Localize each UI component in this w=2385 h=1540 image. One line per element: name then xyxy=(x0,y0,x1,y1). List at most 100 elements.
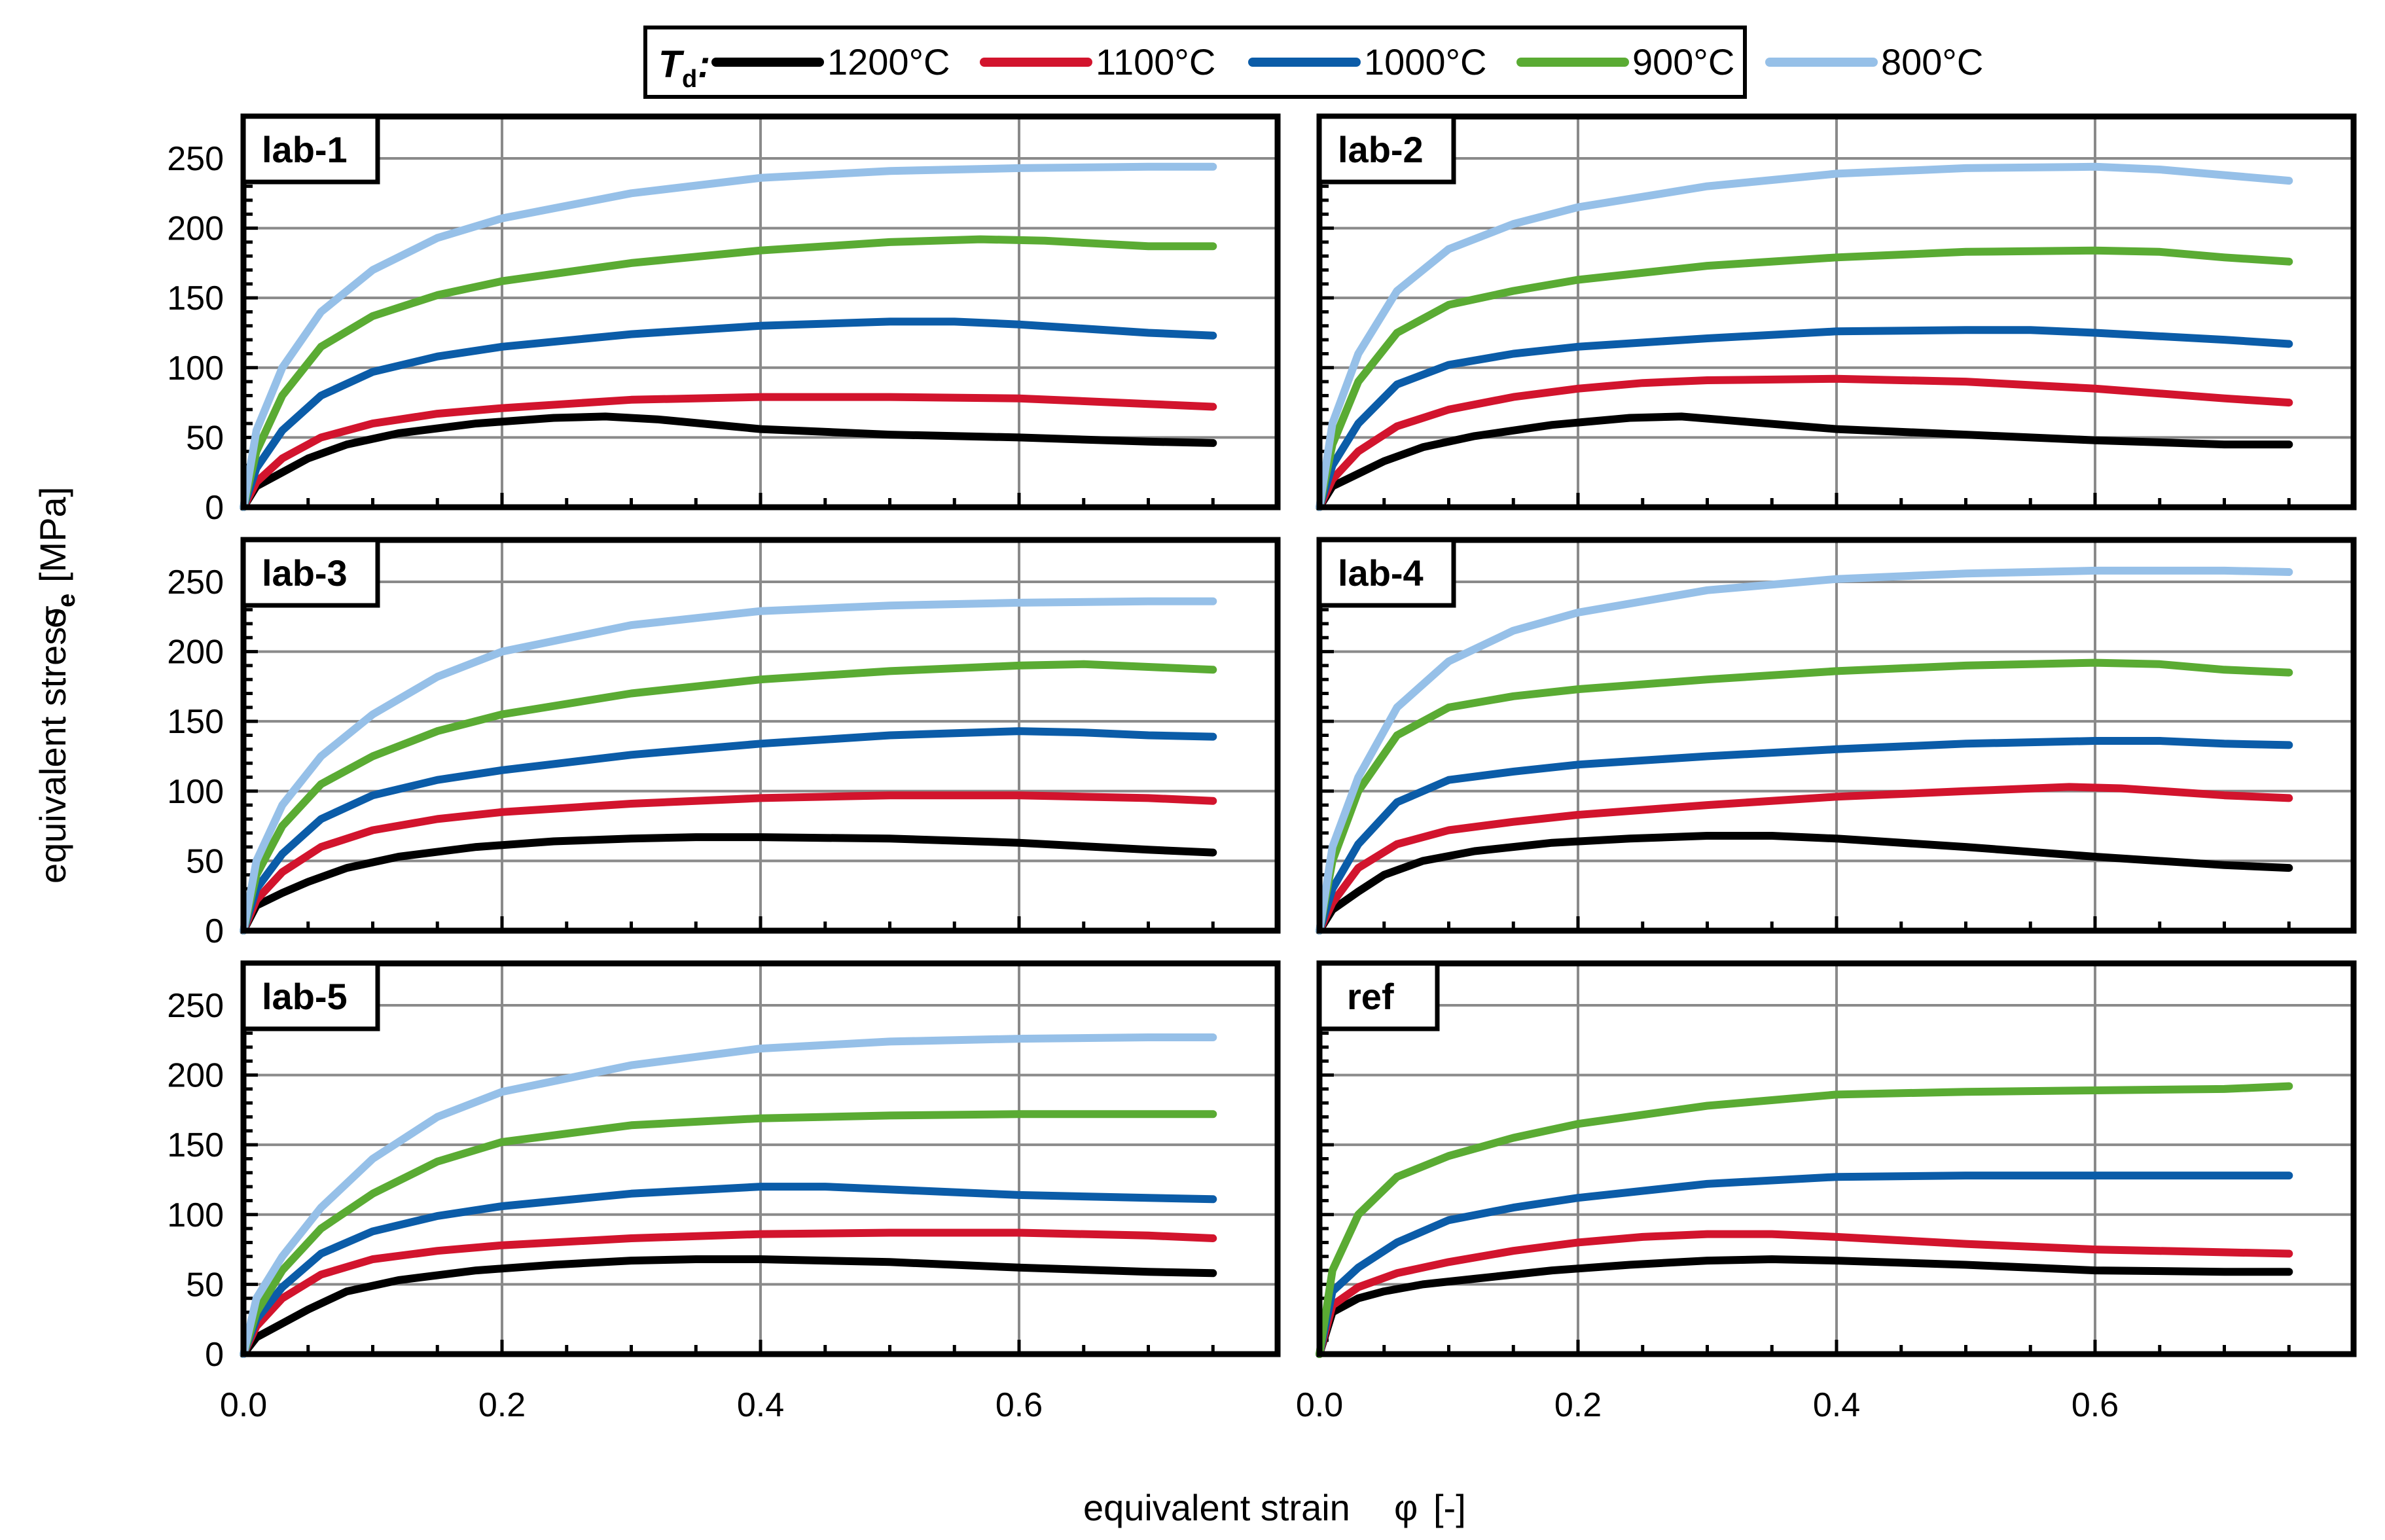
x-axis-title-unit: [-] xyxy=(1433,1487,1466,1528)
series-lab-3-900C xyxy=(240,660,1217,935)
y-tick-label: 100 xyxy=(167,1196,224,1234)
y-tick-label: 100 xyxy=(167,773,224,811)
panel-frame xyxy=(240,537,1281,934)
panel-lab-3: lab-3 0 50 100 150 200 250 xyxy=(167,537,1281,950)
series-lab-4-800C xyxy=(1316,566,2293,935)
legend-title-suffix: : xyxy=(698,43,710,86)
series-lab-5-900C xyxy=(240,1110,1217,1358)
y-tick-label: 100 xyxy=(167,349,224,387)
y-tick-label: 150 xyxy=(167,279,224,317)
panel-label: lab-3 xyxy=(262,552,348,594)
y-tick-label: 150 xyxy=(167,703,224,741)
panel-label-box xyxy=(241,961,380,1031)
series-lab-1-1100C xyxy=(240,393,1217,511)
legend-label-4: 800°C xyxy=(1881,41,1983,82)
y-tick-label: 0 xyxy=(205,912,224,950)
series-ref-1000C xyxy=(1316,1172,2293,1358)
series-lab-5-800C xyxy=(240,1033,1217,1358)
series-lab-1-1200C xyxy=(240,412,1217,511)
panel-ref: ref 0.0 0.2 0.4 0.6 xyxy=(1296,960,2357,1424)
y-tick-label: 200 xyxy=(167,1057,224,1095)
x-tick-label: 0.2 xyxy=(478,1386,526,1424)
x-tick-label: 0.0 xyxy=(220,1386,267,1424)
panel-label: lab-4 xyxy=(1338,552,1424,594)
x-tick-label: 0.2 xyxy=(1554,1386,1602,1424)
panel-frame xyxy=(1316,113,2357,510)
panel-label-box xyxy=(1317,537,1456,608)
x-tick-label: 0.6 xyxy=(2071,1386,2119,1424)
x-tick-label: 0.4 xyxy=(737,1386,784,1424)
series-lab-2-800C xyxy=(1316,162,2293,511)
y-tick-label: 200 xyxy=(167,634,224,672)
x-tick-label: 0.0 xyxy=(1296,1386,1343,1424)
y-axis-title-unit: [MPa] xyxy=(32,487,73,582)
legend-label-2: 1000°C xyxy=(1364,41,1486,82)
panel-lab-5: lab-5 0 50 100 150 200 250 0.0 0.2 0.4 0.6 xyxy=(167,960,1281,1424)
panel-frame xyxy=(240,113,1281,510)
y-tick-label: 250 xyxy=(167,987,224,1025)
series-ref-900C xyxy=(1316,1082,2293,1358)
legend-label-1: 1100°C xyxy=(1096,41,1215,82)
y-axis-title: equivalent stress σ e [MPa] xyxy=(32,487,81,884)
panel-frame xyxy=(240,960,1281,1357)
x-axis-title-symbol: φ xyxy=(1394,1487,1418,1528)
y-tick-label: 250 xyxy=(167,140,224,178)
series-lab-1-800C xyxy=(240,162,1217,511)
y-axis-title-subscript: e xyxy=(53,594,81,607)
panel-frame xyxy=(1316,537,2357,934)
y-tick-label: 50 xyxy=(186,419,224,457)
series-lab-5-1200C xyxy=(240,1255,1217,1358)
series-lab-3-1200C xyxy=(240,833,1217,935)
panel-label-box xyxy=(1317,114,1456,185)
series-lab-2-900C xyxy=(1316,246,2293,511)
y-tick-label: 50 xyxy=(186,1266,224,1304)
y-tick-label: 250 xyxy=(167,564,224,601)
x-axis-title: equivalent strain φ [-] xyxy=(1083,1487,1466,1528)
series-lab-3-1000C xyxy=(240,727,1217,935)
series-lab-2-1000C xyxy=(1316,326,2293,511)
series-lab-4-900C xyxy=(1316,658,2293,935)
series-lab-4-1000C xyxy=(1316,737,2293,935)
y-tick-label: 200 xyxy=(167,210,224,248)
panel-lab-4: lab-4 xyxy=(1316,537,2357,935)
series-lab-3-1100C xyxy=(240,791,1217,935)
panel-label: lab-5 xyxy=(262,976,348,1017)
panel-label: ref xyxy=(1347,976,1394,1017)
panel-label: lab-2 xyxy=(1338,129,1424,170)
series-lab-3-800C xyxy=(240,597,1217,935)
series-ref-1100C xyxy=(1316,1230,2293,1358)
legend-title-subscript: d xyxy=(682,65,697,93)
legend: T d : 1200°C 1100°C 1000°C 900°C 800°C xyxy=(643,26,1983,99)
series-lab-1-900C xyxy=(240,235,1217,511)
panel-lab-2: lab-2 xyxy=(1316,113,2357,511)
panel-frame xyxy=(1316,960,2357,1357)
series-lab-5-1100C xyxy=(240,1228,1217,1358)
legend-label-3: 900°C xyxy=(1632,41,1734,82)
series-lab-2-1200C xyxy=(1316,412,2293,511)
panels: lab-1 0 50 100 150 200 250 lab-2 lab-3 0 50 100 150 2… xyxy=(167,113,2357,1424)
x-axis-title-text: equivalent strain xyxy=(1083,1487,1350,1528)
legend-entries: 1200°C 1100°C 1000°C 900°C 800°C xyxy=(711,41,1983,82)
x-tick-label: 0.6 xyxy=(995,1386,1043,1424)
legend-label-0: 1200°C xyxy=(827,41,950,82)
panel-lab-1: lab-1 0 50 100 150 200 250 xyxy=(167,113,1281,527)
panel-label-box xyxy=(241,114,380,185)
y-tick-label: 50 xyxy=(186,842,224,880)
y-tick-label: 0 xyxy=(205,489,224,527)
y-axis-title-symbol: σ xyxy=(32,605,73,628)
series-lab-5-1000C xyxy=(240,1183,1217,1358)
panel-label-box xyxy=(241,537,380,608)
series-lab-4-1200C xyxy=(1316,832,2293,935)
series-lab-2-1100C xyxy=(1316,374,2293,511)
y-axis-title-text: equivalent stress xyxy=(32,609,73,884)
panel-label: lab-1 xyxy=(262,129,348,170)
legend-title: T xyxy=(658,43,685,86)
panel-label-box xyxy=(1317,961,1440,1031)
y-tick-label: 150 xyxy=(167,1126,224,1164)
y-tick-label: 0 xyxy=(205,1336,224,1374)
series-ref-1200C xyxy=(1316,1255,2293,1358)
series-lab-1-1000C xyxy=(240,317,1217,511)
x-tick-label: 0.4 xyxy=(1813,1386,1860,1424)
series-lab-4-1100C xyxy=(1316,783,2293,935)
